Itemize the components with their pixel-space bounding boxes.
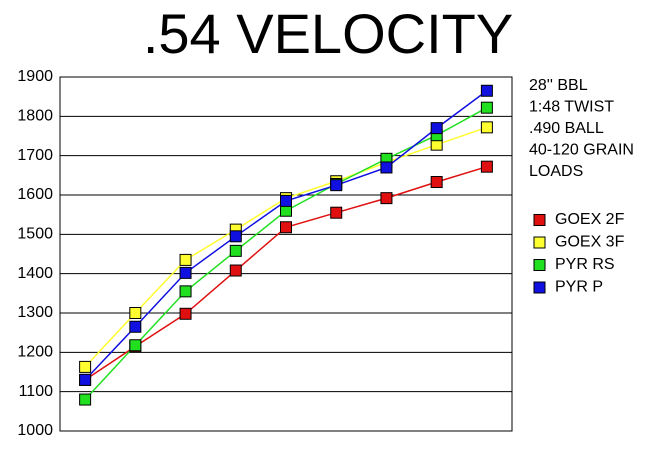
legend-label: PYR P <box>555 279 603 296</box>
legend-marker <box>533 281 546 294</box>
point-marker <box>79 373 92 386</box>
point-marker <box>280 194 292 207</box>
point-marker <box>179 253 192 266</box>
point-marker <box>430 176 443 189</box>
y-tick-label: 1000 <box>17 422 53 439</box>
y-tick-label: 1600 <box>17 186 53 203</box>
point-marker <box>229 264 242 277</box>
point-marker <box>129 307 142 319</box>
legend-label: GOEX 2F <box>555 211 625 228</box>
point-marker <box>330 179 343 192</box>
y-tick-label: 1800 <box>17 108 53 125</box>
point-marker <box>480 84 493 97</box>
annotation: .490 BALL <box>529 120 604 137</box>
chart-title: .54 VELOCITY <box>143 2 513 65</box>
point-marker <box>179 266 192 279</box>
annotation: LOADS <box>529 163 583 180</box>
annotation: 1:48 TWIST <box>529 99 614 116</box>
point-marker <box>280 221 292 234</box>
point-marker <box>229 230 242 243</box>
y-tick-label: 1300 <box>17 304 53 321</box>
point-marker <box>330 206 343 219</box>
point-marker <box>380 161 393 174</box>
annotation: 40-120 GRAIN <box>529 142 634 159</box>
y-tick-label: 1900 <box>17 68 53 85</box>
y-tick-label: 1100 <box>19 383 54 400</box>
point-marker <box>229 244 242 257</box>
point-marker <box>79 393 92 406</box>
legend-marker <box>533 214 546 226</box>
point-marker <box>480 101 493 114</box>
y-tick-label: 1400 <box>17 265 53 282</box>
legend-label: PYR RS <box>555 256 615 273</box>
plot-border <box>59 76 513 432</box>
point-marker <box>129 339 142 352</box>
legend-marker <box>533 259 546 271</box>
point-marker <box>480 121 493 134</box>
point-marker <box>430 122 443 135</box>
y-tick-label: 1500 <box>17 226 53 243</box>
legend-label: GOEX 3F <box>555 234 625 251</box>
point-marker <box>480 160 493 173</box>
point-marker <box>129 320 142 333</box>
point-marker <box>179 307 192 320</box>
point-marker <box>380 192 393 205</box>
annotation: 28'' BBL <box>529 77 588 94</box>
point-marker <box>179 285 192 298</box>
point-marker <box>79 360 92 373</box>
y-tick-label: 1200 <box>17 344 53 361</box>
y-tick-label: 1700 <box>17 147 53 164</box>
legend-marker <box>533 236 546 249</box>
